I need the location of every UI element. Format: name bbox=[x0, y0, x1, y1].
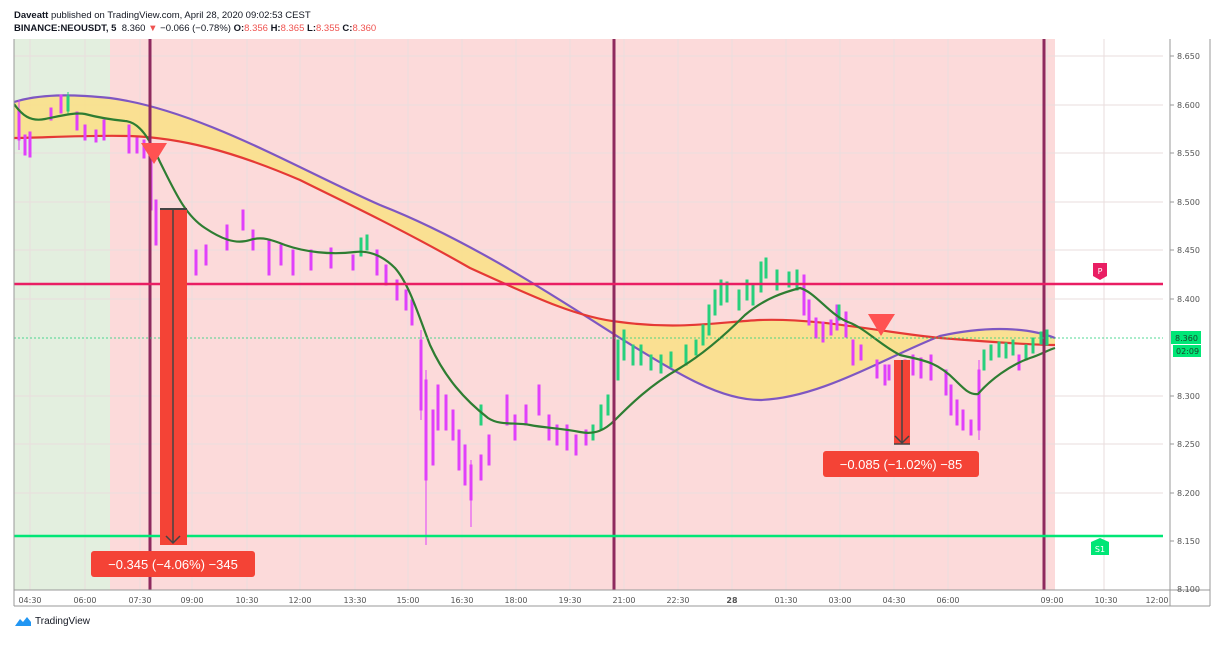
chart-header: Daveatt published on TradingView.com, Ap… bbox=[14, 9, 376, 35]
pivot-p-tag: P bbox=[1093, 263, 1107, 280]
svg-text:8.500: 8.500 bbox=[1177, 198, 1200, 207]
down-arrow-icon: ▼ bbox=[148, 23, 158, 34]
sell-signal-icon bbox=[868, 314, 895, 336]
svg-text:8.200: 8.200 bbox=[1177, 489, 1200, 498]
measure-label-2: −0.085 (−1.02%) −85 bbox=[823, 451, 979, 477]
svg-text:8.450: 8.450 bbox=[1177, 246, 1200, 255]
ema-fast-line bbox=[14, 103, 1056, 434]
svg-text:06:00: 06:00 bbox=[936, 596, 959, 605]
author-name[interactable]: Daveatt bbox=[14, 10, 49, 21]
svg-text:8.360: 8.360 bbox=[1175, 334, 1198, 343]
svg-text:−0.085 (−1.02%) −85: −0.085 (−1.02%) −85 bbox=[840, 457, 963, 472]
svg-text:S1: S1 bbox=[1095, 545, 1105, 554]
symbol-info: BINANCE:NEOUSDT, 5 8.360 ▼ −0.066 (−0.78… bbox=[14, 22, 376, 35]
tradingview-logo[interactable]: TradingView bbox=[14, 616, 90, 627]
svg-text:P: P bbox=[1098, 267, 1103, 276]
svg-text:8.550: 8.550 bbox=[1177, 149, 1200, 158]
band-upper-line bbox=[14, 94, 1056, 402]
svg-text:09:00: 09:00 bbox=[180, 596, 203, 605]
svg-text:15:00: 15:00 bbox=[396, 596, 419, 605]
publish-text: published on TradingView.com, April 28, … bbox=[48, 10, 311, 21]
svg-text:19:30: 19:30 bbox=[558, 596, 581, 605]
high-label: H: bbox=[270, 23, 281, 34]
svg-text:01:30: 01:30 bbox=[774, 596, 797, 605]
measure-label-1: −0.345 (−4.06%) −345 bbox=[91, 551, 255, 577]
svg-text:18:00: 18:00 bbox=[504, 596, 527, 605]
svg-text:21:00: 21:00 bbox=[612, 596, 635, 605]
svg-text:06:00: 06:00 bbox=[73, 596, 96, 605]
svg-text:09:00: 09:00 bbox=[1040, 596, 1063, 605]
high-value: 8.365 bbox=[280, 23, 305, 34]
tradingview-cloud-icon bbox=[15, 617, 31, 626]
low-value: 8.355 bbox=[315, 23, 340, 34]
price-change: −0.066 (−0.78%) bbox=[160, 23, 231, 34]
tradingview-brand: TradingView bbox=[35, 616, 91, 627]
svg-text:22:30: 22:30 bbox=[666, 596, 689, 605]
band-fill bbox=[14, 95, 1055, 400]
svg-text:8.400: 8.400 bbox=[1177, 295, 1200, 304]
band-lower-line bbox=[14, 134, 1056, 347]
svg-text:04:30: 04:30 bbox=[882, 596, 905, 605]
countdown-badge bbox=[1173, 345, 1201, 357]
measure-tool-1 bbox=[160, 208, 187, 545]
svg-text:8.100: 8.100 bbox=[1177, 585, 1200, 594]
svg-text:02:09: 02:09 bbox=[1176, 347, 1199, 356]
svg-text:12:00: 12:00 bbox=[1145, 596, 1168, 605]
session-separators bbox=[148, 39, 1046, 590]
open-label: O: bbox=[233, 23, 245, 34]
svg-text:8.150: 8.150 bbox=[1177, 537, 1200, 546]
svg-text:04:30: 04:30 bbox=[18, 596, 41, 605]
last-price-badge bbox=[1171, 331, 1201, 344]
close-value: 8.360 bbox=[352, 23, 377, 34]
svg-text:28: 28 bbox=[726, 596, 738, 605]
publish-info: Daveatt published on TradingView.com, Ap… bbox=[14, 9, 376, 22]
svg-text:13:30: 13:30 bbox=[343, 596, 366, 605]
price-axis[interactable]: 8.650 8.600 8.550 8.500 8.450 8.400 8.30… bbox=[1170, 52, 1201, 594]
svg-text:8.650: 8.650 bbox=[1177, 52, 1200, 61]
candles bbox=[17, 92, 1049, 545]
time-axis[interactable]: 04:30 06:00 07:30 09:00 10:30 12:00 13:3… bbox=[18, 596, 1168, 605]
svg-text:10:30: 10:30 bbox=[235, 596, 258, 605]
svg-text:16:30: 16:30 bbox=[450, 596, 473, 605]
symbol-label: BINANCE:NEOUSDT, 5 bbox=[14, 23, 117, 34]
measure-tool-2 bbox=[894, 360, 910, 445]
last-price: 8.360 bbox=[121, 23, 146, 34]
sell-signal-icon bbox=[141, 143, 167, 164]
svg-text:07:30: 07:30 bbox=[128, 596, 151, 605]
svg-text:12:00: 12:00 bbox=[288, 596, 311, 605]
svg-text:8.600: 8.600 bbox=[1177, 101, 1200, 110]
low-label: L: bbox=[307, 23, 316, 34]
svg-text:10:30: 10:30 bbox=[1094, 596, 1117, 605]
svg-text:−0.345 (−4.06%) −345: −0.345 (−4.06%) −345 bbox=[108, 557, 238, 572]
svg-text:8.300: 8.300 bbox=[1177, 392, 1200, 401]
pivot-s1-tag: S1 bbox=[1091, 538, 1109, 555]
close-label: C: bbox=[342, 23, 353, 34]
open-value: 8.356 bbox=[244, 23, 268, 34]
svg-text:8.250: 8.250 bbox=[1177, 440, 1200, 449]
svg-text:03:00: 03:00 bbox=[828, 596, 851, 605]
